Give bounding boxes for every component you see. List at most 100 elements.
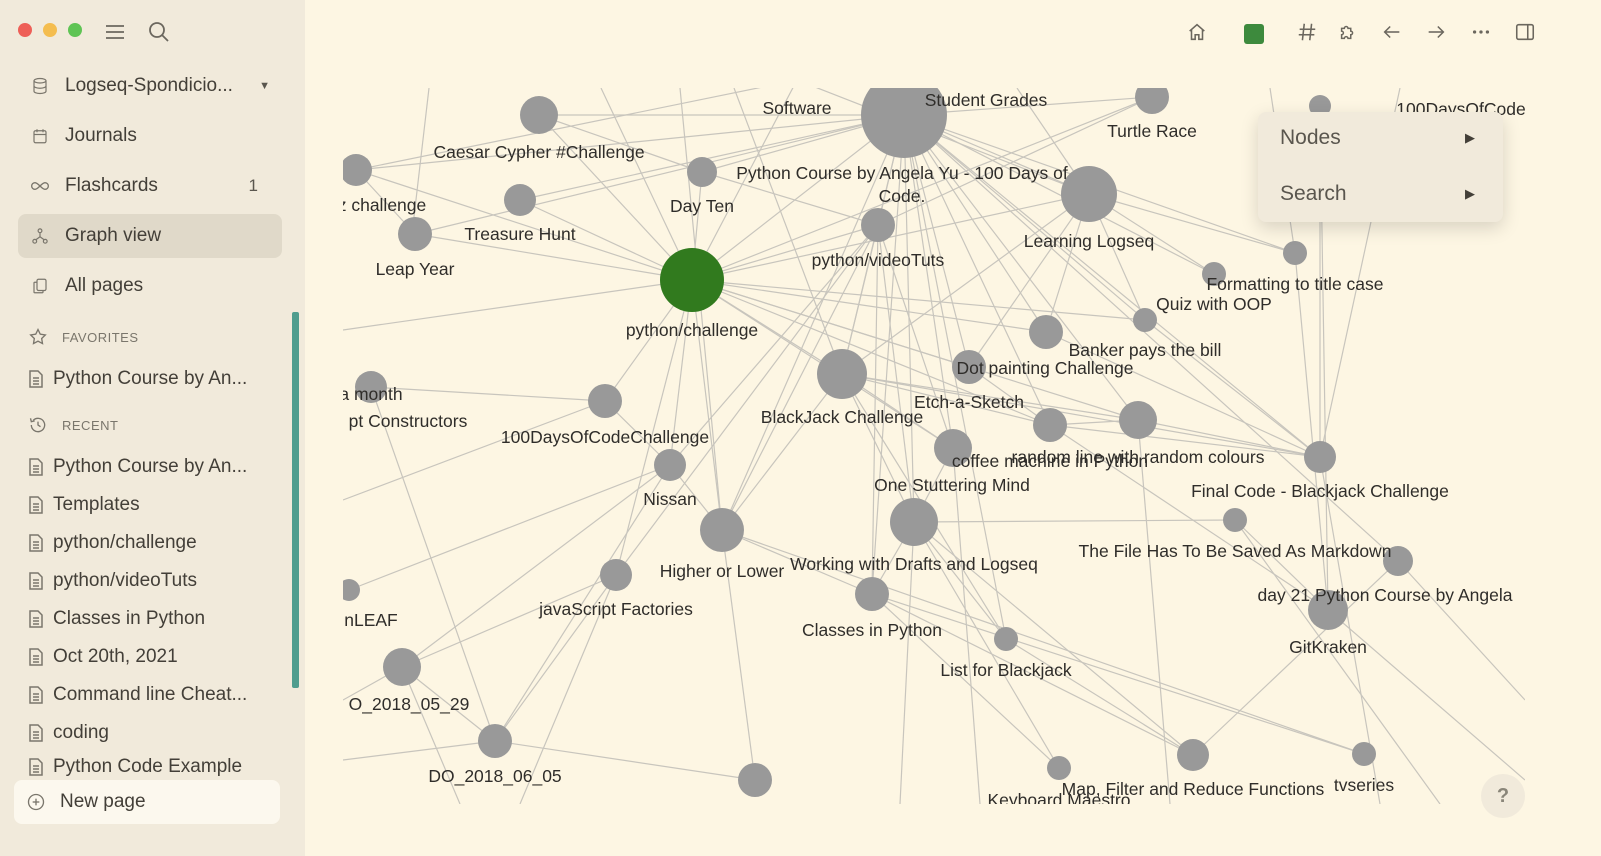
graph-node[interactable] <box>1133 308 1157 332</box>
more-button[interactable] <box>1467 20 1495 48</box>
graph-edge <box>538 114 703 173</box>
graph-node[interactable] <box>1119 401 1157 439</box>
new-page-button[interactable]: New page <box>14 780 280 824</box>
graph-node[interactable] <box>855 577 889 611</box>
page-icon <box>28 686 44 704</box>
graph-node[interactable] <box>1061 166 1117 222</box>
graph-node[interactable] <box>890 498 938 546</box>
graph-node[interactable] <box>660 248 724 312</box>
sidebar-item-flashcards[interactable]: Flashcards 1 <box>18 164 282 208</box>
infinity-icon <box>30 176 50 196</box>
graph-edge <box>1088 193 1296 254</box>
graph-edge <box>538 114 693 281</box>
menu-item-search[interactable]: Search ▶ <box>1280 182 1475 205</box>
graph-icon <box>30 226 50 246</box>
graph-edge <box>1397 560 1525 701</box>
graph-node[interactable] <box>994 627 1018 651</box>
graph-node[interactable] <box>1033 408 1067 442</box>
graph-node[interactable] <box>952 350 986 384</box>
graph-edge <box>414 114 905 235</box>
graph-node[interactable] <box>1283 241 1307 265</box>
back-button[interactable] <box>1378 20 1406 48</box>
history-icon <box>28 415 48 435</box>
recent-item[interactable]: python/challenge <box>28 526 278 560</box>
graph-node[interactable] <box>861 88 947 158</box>
menu-item-nodes[interactable]: Nodes ▶ <box>1280 126 1475 149</box>
chevron-right-icon: ▶ <box>1465 186 1475 201</box>
graph-node[interactable] <box>1047 756 1071 780</box>
recent-item[interactable]: Templates <box>28 488 278 522</box>
graph-edge <box>401 574 617 668</box>
right-sidebar-icon <box>1514 21 1536 48</box>
graph-edge <box>871 593 1194 756</box>
graph-edge <box>899 521 915 804</box>
graph-node[interactable] <box>383 648 421 686</box>
sidebar-item-label: All pages <box>65 275 144 296</box>
graph-node[interactable] <box>934 429 972 467</box>
recent-item[interactable]: Oct 20th, 2021 <box>28 640 278 674</box>
graph-edge <box>1005 638 1194 756</box>
graph-node-label: Final Code - Blackjack Challenge <box>1191 481 1449 501</box>
favorite-item[interactable]: Python Course by An... <box>28 362 278 396</box>
graph-node[interactable] <box>343 154 372 186</box>
graph-node[interactable] <box>588 384 622 418</box>
favorites-header[interactable]: FAVORITES <box>28 327 139 347</box>
home-button[interactable] <box>1183 20 1211 48</box>
graph-node[interactable] <box>1383 546 1413 576</box>
graph-color-button[interactable] <box>1240 20 1268 48</box>
graph-node[interactable] <box>700 508 744 552</box>
toggle-right-sidebar-button[interactable] <box>1511 20 1539 48</box>
recent-item[interactable]: Python Course by An... <box>28 450 278 484</box>
window-minimize-button[interactable] <box>43 23 57 37</box>
graph-node[interactable] <box>1202 262 1226 286</box>
plugins-button[interactable] <box>1334 20 1362 48</box>
main-content <box>305 0 1601 856</box>
graph-node[interactable] <box>478 724 512 758</box>
recent-item[interactable]: python/videoTuts <box>28 564 278 598</box>
recent-header[interactable]: RECENT <box>28 415 118 435</box>
graph-node[interactable] <box>1304 441 1336 473</box>
recent-item[interactable]: Command line Cheat... <box>28 678 278 712</box>
sidebar-item-graph-view[interactable]: Graph view <box>18 214 282 258</box>
graph-node[interactable] <box>1029 315 1063 349</box>
recent-item[interactable]: coding <box>28 716 278 750</box>
graph-node[interactable] <box>355 371 387 403</box>
graph-edge <box>691 96 1153 281</box>
graph-node[interactable] <box>738 763 772 797</box>
graph-edge <box>721 224 879 531</box>
window-zoom-button[interactable] <box>68 23 82 37</box>
graph-switcher[interactable]: Logseq-Spondicio... ▼ <box>18 64 282 108</box>
home-icon <box>1186 21 1208 48</box>
graph-edge <box>519 114 905 201</box>
graph-node[interactable] <box>600 559 632 591</box>
graph-node[interactable] <box>520 96 558 134</box>
graph-node[interactable] <box>687 157 717 187</box>
graph-node[interactable] <box>1177 739 1209 771</box>
search-icon[interactable] <box>147 20 171 44</box>
recent-item[interactable]: Classes in Python <box>28 602 278 636</box>
graph-node[interactable] <box>1135 88 1169 114</box>
graph-node[interactable] <box>817 349 867 399</box>
sidebar-item-journals[interactable]: Journals <box>18 114 282 158</box>
graph-node[interactable] <box>504 184 536 216</box>
tags-button[interactable] <box>1293 20 1321 48</box>
graph-node[interactable] <box>1308 590 1348 630</box>
window-close-button[interactable] <box>18 23 32 37</box>
graph-node-label: One Stuttering Mind <box>874 475 1030 495</box>
recent-item[interactable]: Python Code Example <box>28 754 278 780</box>
sidebar-item-label: Journals <box>65 125 137 146</box>
sidebar-item-all-pages[interactable]: All pages <box>18 264 282 308</box>
graph-node[interactable] <box>1223 508 1247 532</box>
help-button[interactable]: ? <box>1481 774 1525 818</box>
forward-button[interactable] <box>1422 20 1450 48</box>
graph-node[interactable] <box>1352 742 1376 766</box>
pages-icon <box>30 276 50 296</box>
graph-node[interactable] <box>861 208 895 242</box>
sidebar-scrollbar[interactable] <box>292 312 299 688</box>
graph-node[interactable] <box>654 449 686 481</box>
graph-node[interactable] <box>1309 95 1331 117</box>
graph-node[interactable] <box>343 579 360 601</box>
graph-node[interactable] <box>398 217 432 251</box>
menu-icon[interactable] <box>103 20 127 44</box>
graph-node-label: z challenge <box>343 195 426 215</box>
